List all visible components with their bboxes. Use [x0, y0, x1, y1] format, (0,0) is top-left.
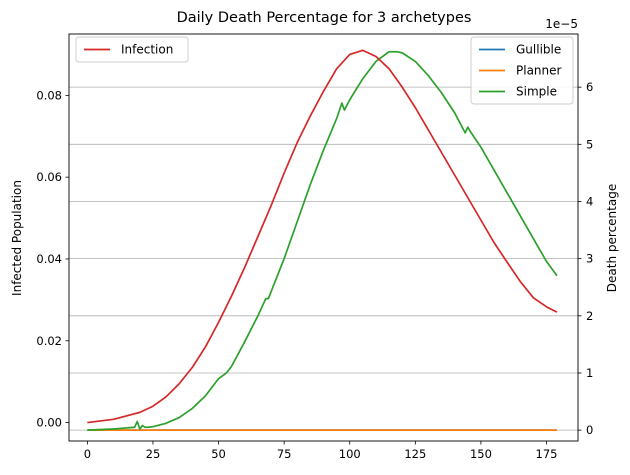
legend-label-planner: Planner [516, 64, 562, 78]
x-tick-label-25: 25 [146, 447, 161, 461]
legend-left-box [75, 36, 189, 63]
x-axis: 0 25 50 75 100 125 150 175 [84, 441, 558, 461]
left-y-tick-label-0-04: 0.04 [36, 252, 62, 266]
x-tick-label-150: 150 [470, 447, 492, 461]
right-y-tick-label-2: 2 [586, 309, 593, 323]
left-y-tick-label-0-02: 0.02 [36, 334, 62, 348]
legend-right-box [470, 36, 574, 105]
left-y-axis: 0.00 0.02 0.04 0.06 0.08 [36, 88, 69, 430]
legend-label-infection: Infection [121, 43, 173, 57]
plot-area-frame [68, 33, 579, 442]
right-y-tick-label-4: 4 [586, 194, 593, 208]
x-tick-label-0: 0 [84, 447, 91, 461]
series-line-simple [87, 50, 558, 431]
series-lines [87, 49, 558, 431]
right-y-tick-label-5: 5 [586, 137, 593, 151]
x-tick-label-100: 100 [339, 447, 361, 461]
left-y-tick-label-0-00: 0.00 [36, 416, 62, 430]
legend-label-gullible: Gullible [516, 43, 561, 57]
legend-label-simple: Simple [516, 85, 557, 99]
legend-right: Gullible Planner Simple [470, 36, 574, 105]
left-axis-label: Infected Population [10, 180, 24, 296]
right-y-tick-label-6: 6 [586, 80, 593, 94]
right-y-tick-label-0: 0 [586, 423, 593, 437]
chart-title: Daily Death Percentage for 3 archetypes [177, 10, 472, 26]
right-axis-label: Death percentage [605, 184, 619, 292]
series-line-infection [87, 49, 558, 424]
x-tick-label-125: 125 [404, 447, 426, 461]
x-tick-label-50: 50 [211, 447, 226, 461]
x-tick-label-75: 75 [277, 447, 292, 461]
right-y-tick-label-1: 1 [586, 366, 593, 380]
left-y-tick-label-0-06: 0.06 [36, 170, 62, 184]
left-y-tick-label-0-08: 0.08 [36, 88, 62, 102]
right-y-axis: 0 1 2 3 4 5 6 [578, 80, 593, 437]
right-y-tick-label-3: 3 [586, 252, 593, 266]
x-tick-label-175: 175 [536, 447, 558, 461]
legend-left: Infection [75, 36, 189, 63]
right-axis-offset-text: 1e−5 [545, 17, 578, 31]
